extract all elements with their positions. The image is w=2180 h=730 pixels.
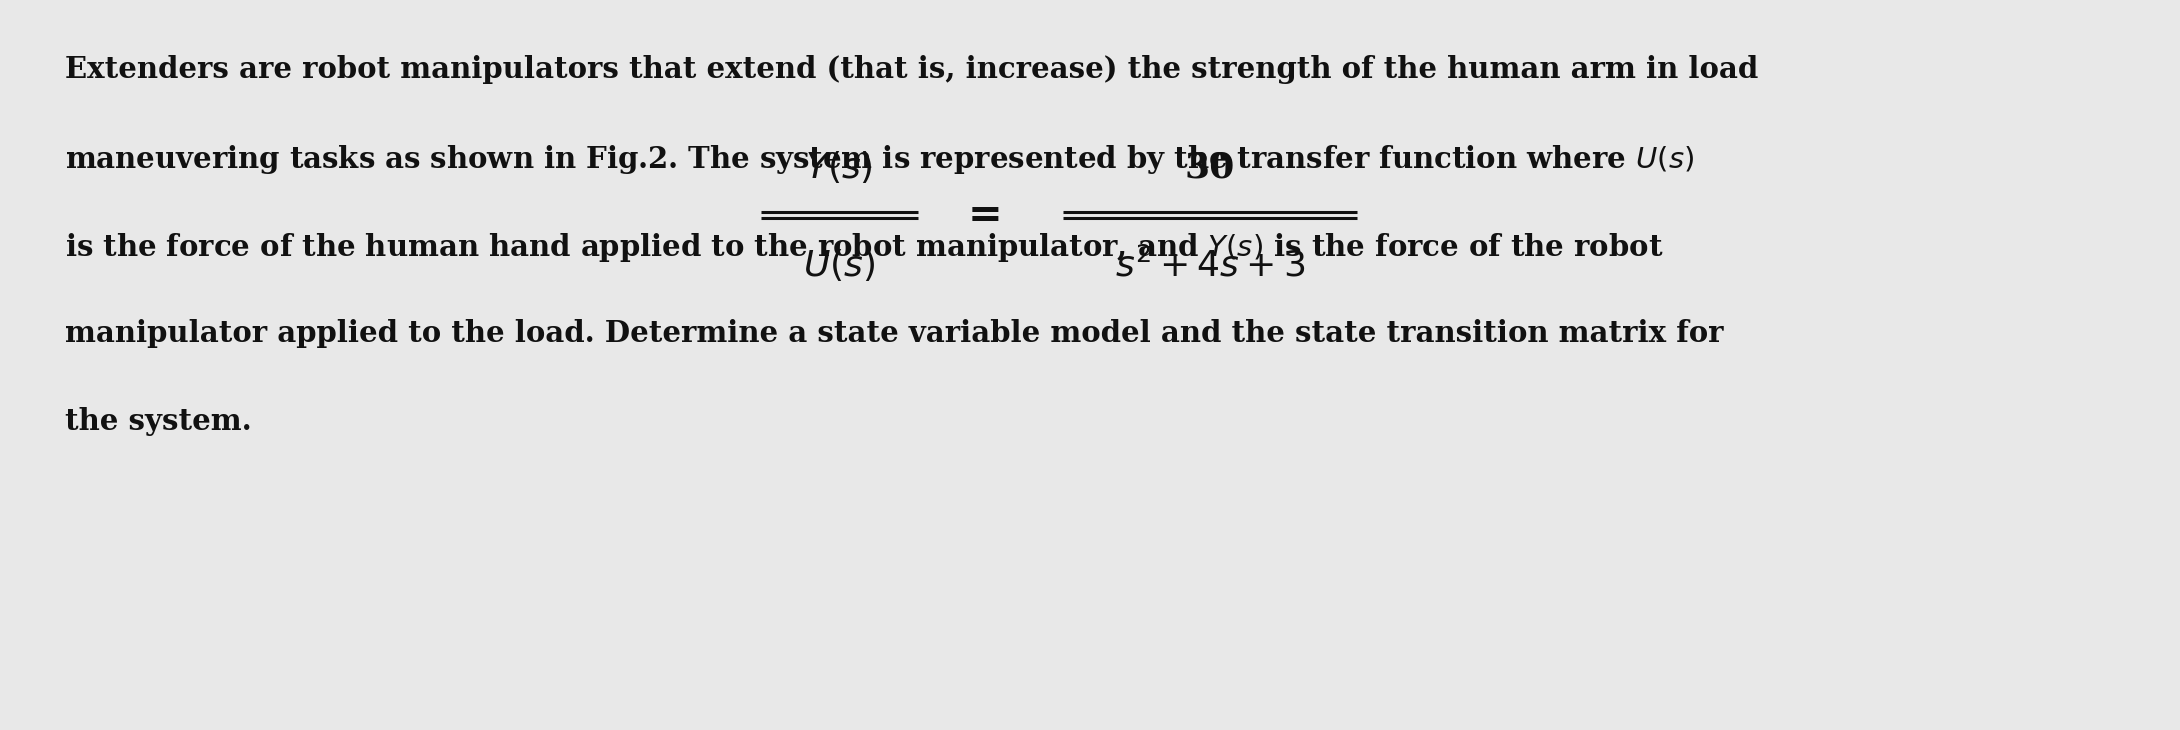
Text: 30: 30: [1184, 151, 1236, 185]
Text: $\mathit{U(s)}$: $\mathit{U(s)}$: [802, 247, 876, 283]
Text: $\mathit{Y(s)}$: $\mathit{Y(s)}$: [804, 149, 874, 185]
Text: =: =: [968, 194, 1003, 236]
Text: is the force of the human hand applied to the robot manipulator, and $\mathit{Y(: is the force of the human hand applied t…: [65, 231, 1663, 264]
Text: the system.: the system.: [65, 407, 251, 436]
Text: manipulator applied to the load. Determine a state variable model and the state : manipulator applied to the load. Determi…: [65, 319, 1724, 348]
Text: Extenders are robot manipulators that extend (that is, increase) the strength of: Extenders are robot manipulators that ex…: [65, 55, 1759, 84]
Text: maneuvering tasks as shown in Fig.2. The system is represented by the transfer f: maneuvering tasks as shown in Fig.2. The…: [65, 143, 1694, 176]
Text: $s^2 + 4s + 3$: $s^2 + 4s + 3$: [1114, 247, 1306, 283]
